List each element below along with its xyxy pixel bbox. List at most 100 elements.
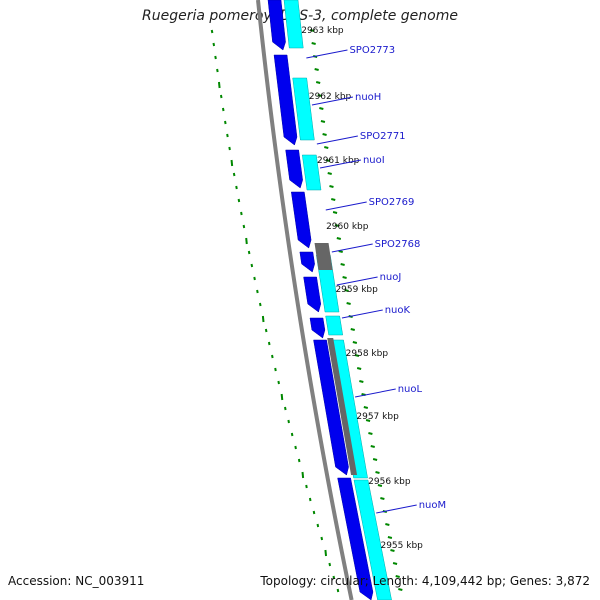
gene-label: nuoJ bbox=[380, 272, 402, 283]
misc-feature-block bbox=[327, 338, 358, 475]
accession-text: Accession: NC_003911 bbox=[8, 574, 145, 588]
scale-tick bbox=[387, 536, 393, 539]
scale-tick bbox=[368, 432, 373, 435]
scale-tick bbox=[359, 380, 364, 383]
forward-cds-arrow bbox=[337, 477, 374, 600]
gene-label-line bbox=[306, 49, 348, 59]
gc-skew-dots bbox=[210, 29, 340, 593]
skew-dot bbox=[290, 432, 294, 437]
kbp-label: 2956 kbp bbox=[368, 477, 411, 487]
scale-tick bbox=[309, 29, 315, 32]
kbp-label: 2958 kbp bbox=[346, 349, 389, 359]
skew-dot bbox=[277, 380, 280, 385]
skew-dot bbox=[219, 94, 223, 99]
gene-label-line bbox=[354, 388, 396, 398]
skew-dot bbox=[271, 354, 274, 359]
skew-dot bbox=[228, 146, 231, 151]
gene-label: nuoK bbox=[385, 305, 411, 316]
topology-summary: Topology: circular; Length: 4,109,442 bp… bbox=[260, 574, 590, 588]
scale-tick bbox=[322, 133, 327, 136]
gene-label: SPO2769 bbox=[369, 197, 415, 208]
scale-tick bbox=[324, 146, 329, 149]
skew-dot bbox=[224, 120, 227, 125]
scale-tick bbox=[375, 471, 380, 474]
skew-dot bbox=[294, 445, 297, 450]
skew-dot bbox=[324, 549, 328, 557]
skew-dot bbox=[212, 42, 216, 47]
skew-dot bbox=[320, 536, 324, 541]
gene-label-line bbox=[311, 96, 354, 106]
gene-label: SPO2768 bbox=[375, 239, 421, 250]
scale-tick bbox=[377, 484, 383, 487]
skew-dot bbox=[267, 341, 271, 346]
scale-tick bbox=[385, 523, 390, 526]
gene-label: nuoI bbox=[363, 155, 385, 166]
scale-tick bbox=[342, 276, 347, 279]
skew-dot bbox=[250, 263, 254, 268]
gene-label-line bbox=[336, 276, 378, 286]
scale-tick bbox=[329, 185, 334, 188]
skew-dot bbox=[226, 133, 229, 138]
feature-track bbox=[256, 0, 392, 600]
scale-tick bbox=[365, 419, 371, 422]
reverse-cds-block bbox=[292, 77, 315, 141]
scale-tick bbox=[340, 263, 345, 266]
scale-tick bbox=[395, 575, 400, 578]
scale-tick bbox=[372, 458, 378, 461]
scale-tick bbox=[356, 367, 362, 370]
scale-tick bbox=[311, 42, 316, 45]
scale-tick bbox=[314, 68, 319, 71]
skew-dot bbox=[247, 250, 251, 255]
scale-tick bbox=[346, 302, 351, 305]
skew-dot bbox=[301, 471, 305, 479]
scale-tick bbox=[354, 354, 360, 357]
kbp-label: 2963 kbp bbox=[301, 26, 344, 36]
scale-tick bbox=[334, 224, 340, 227]
scale-tick bbox=[327, 172, 332, 175]
gene-label-line bbox=[325, 201, 367, 211]
skew-dot bbox=[284, 406, 287, 411]
skew-dot bbox=[256, 289, 259, 294]
gene-labels: 2963 kbp 2962 kbp 2961 kbp 2960 kbp 2959 kbp… bbox=[301, 26, 446, 551]
skew-dot bbox=[305, 484, 308, 489]
skew-dot bbox=[216, 68, 219, 73]
backbone-line bbox=[256, 0, 354, 600]
kbp-label: 2962 kbp bbox=[309, 92, 352, 102]
scale-tick bbox=[320, 120, 326, 123]
scale-tick bbox=[344, 289, 349, 292]
scale-tick bbox=[363, 406, 369, 409]
skew-dot bbox=[214, 55, 217, 60]
skew-dot bbox=[328, 562, 332, 567]
gene-label: nuoH bbox=[355, 92, 381, 103]
skew-dot bbox=[230, 159, 234, 167]
skew-dot bbox=[221, 107, 225, 112]
scale-tick bbox=[338, 250, 343, 253]
skew-dot bbox=[245, 237, 248, 245]
skew-dot bbox=[264, 328, 268, 333]
gene-label-line bbox=[319, 159, 362, 169]
skew-dot bbox=[308, 497, 312, 502]
skew-dot bbox=[237, 198, 241, 203]
gene-label-line bbox=[376, 504, 417, 514]
scale-tick bbox=[392, 562, 398, 565]
skew-dot bbox=[235, 185, 238, 190]
kbp-label: 2961 kbp bbox=[317, 156, 360, 166]
gene-label: SPO2771 bbox=[360, 131, 406, 142]
skew-dot bbox=[253, 276, 256, 281]
forward-cds-arrow bbox=[309, 317, 326, 339]
reverse-cds-block bbox=[302, 154, 322, 191]
kbp-label: 2955 kbp bbox=[380, 541, 423, 551]
misc-feature-block bbox=[314, 243, 333, 270]
skew-dot bbox=[232, 172, 236, 177]
skew-dot bbox=[280, 393, 284, 401]
skew-dot bbox=[312, 510, 316, 515]
skew-dot bbox=[242, 224, 246, 229]
forward-cds-arrow bbox=[299, 251, 315, 273]
scale-tick bbox=[332, 211, 338, 214]
kbp-label: 2959 kbp bbox=[335, 285, 378, 295]
gene-label: SPO2773 bbox=[349, 45, 395, 56]
gene-label: nuoM bbox=[419, 500, 446, 511]
reverse-cds-block bbox=[283, 0, 304, 49]
scale-tick bbox=[352, 341, 358, 344]
